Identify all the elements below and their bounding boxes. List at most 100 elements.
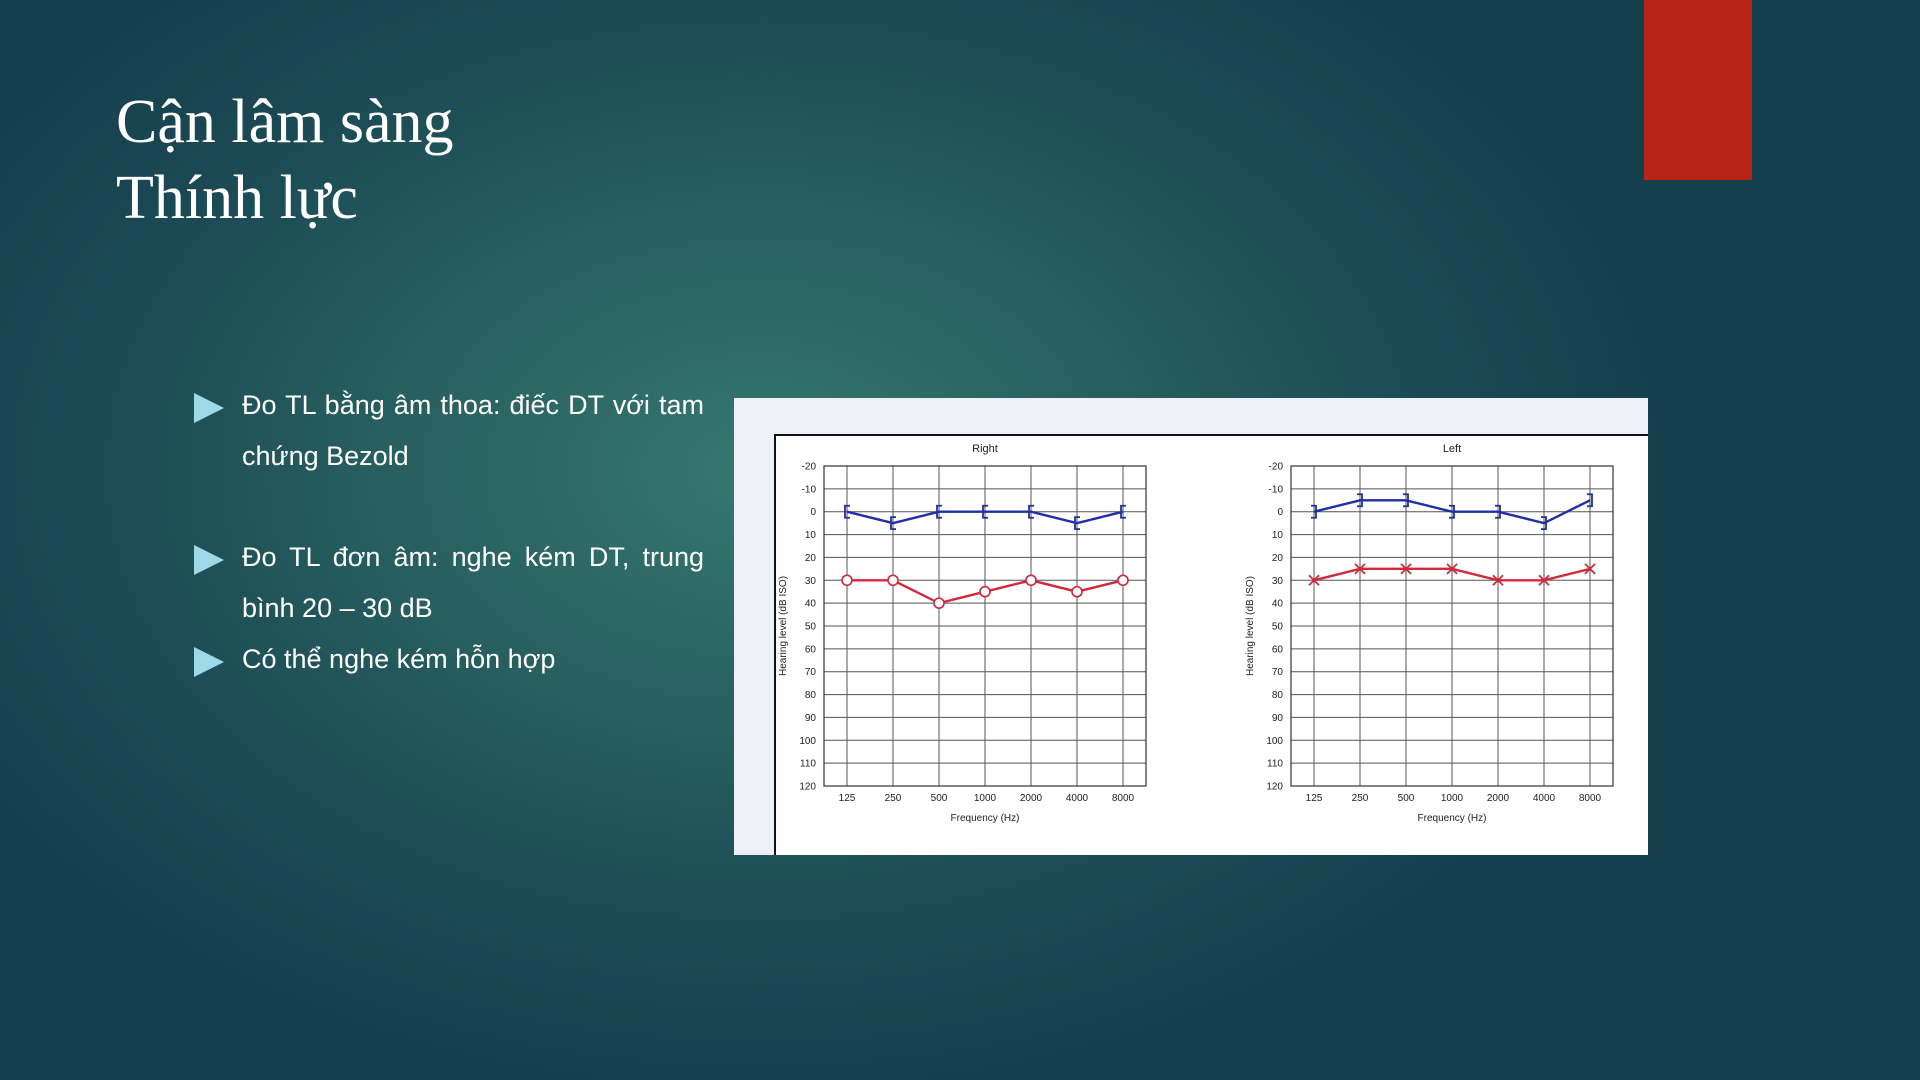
slide-title: Cận lâm sàng Thính lực <box>116 84 454 236</box>
y-tick-label: 110 <box>1267 759 1283 770</box>
data-point-circle <box>1117 574 1129 587</box>
x-tick-label: 2000 <box>1020 793 1043 804</box>
x-tick-label: 500 <box>931 793 948 804</box>
data-point-bracket <box>1495 504 1501 519</box>
data-point-circle <box>841 574 853 587</box>
audiogram-figure: -20 -10 0 10 20 30 40 50 60 70 80 90 100 110 120 125 250… <box>734 398 1648 855</box>
data-point-bracket <box>1357 493 1363 508</box>
y-tick-label: 100 <box>799 736 816 747</box>
data-point-cross <box>1492 574 1504 586</box>
bullet-arrow-icon <box>194 647 224 677</box>
data-point-cross <box>1308 574 1320 586</box>
y-tick-label: 20 <box>1272 553 1284 564</box>
y-tick-label: 90 <box>805 713 817 724</box>
bullet-item: Có thể nghe kém hỗn hợp <box>192 634 704 685</box>
bullet-item: Đo TL đơn âm: nghe kém DT, trung bình 20… <box>192 532 704 634</box>
data-point-bracket <box>1449 504 1455 519</box>
accent-tab <box>1644 0 1752 180</box>
x-tick-label: 8000 <box>1579 793 1602 804</box>
data-point-circle <box>1025 574 1037 587</box>
x-tick-label: 250 <box>1352 793 1369 804</box>
bullet-item: Đo TL bằng âm thoa: điếc DT với tam chứn… <box>192 380 704 482</box>
bullet-text: Đo TL bằng âm thoa: điếc DT với tam chứn… <box>242 390 704 471</box>
y-tick-label: 20 <box>805 553 817 564</box>
x-tick-label: 8000 <box>1112 793 1135 804</box>
data-point-bracket <box>1311 504 1317 519</box>
x-axis-label: Frequency (Hz) <box>951 813 1020 824</box>
series-line <box>1313 499 1591 525</box>
y-axis-label: Hearing level (dB ISO) <box>778 576 789 676</box>
data-point-bracket <box>1120 504 1126 519</box>
plot-frame <box>1290 465 1614 787</box>
y-tick-label: 120 <box>799 782 816 793</box>
y-tick-label: 10 <box>805 530 817 541</box>
data-point-bracket <box>1074 516 1080 531</box>
y-tick-label: 50 <box>805 622 817 633</box>
y-tick-label: 40 <box>1272 599 1284 610</box>
title-line-1: Cận lâm sàng <box>116 88 454 156</box>
bullet-list: Đo TL bằng âm thoa: điếc DT với tam chứn… <box>192 380 704 685</box>
y-tick-label: 50 <box>1272 622 1284 633</box>
x-tick-label: 2000 <box>1487 793 1510 804</box>
data-point-cross <box>1584 563 1596 575</box>
bullet-text: Có thể nghe kém hỗn hợp <box>242 644 556 674</box>
data-point-bracket <box>1028 504 1034 519</box>
data-point-bracket <box>844 504 850 519</box>
y-tick-label: 30 <box>805 576 817 587</box>
y-tick-label: 40 <box>805 599 817 610</box>
y-axis-label: Hearing level (dB ISO) <box>1245 576 1256 676</box>
data-point-circle <box>887 574 899 587</box>
x-tick-label: 1000 <box>974 793 997 804</box>
y-tick-label: -20 <box>802 462 817 473</box>
y-tick-label: 110 <box>800 759 816 770</box>
data-point-cross <box>1538 574 1550 586</box>
data-point-cross <box>1446 563 1458 575</box>
data-point-bracket <box>1541 516 1547 531</box>
chart-title: Left <box>1443 443 1461 455</box>
chart-title: Right <box>972 443 998 455</box>
y-tick-label: 30 <box>1272 576 1284 587</box>
x-axis-label: Frequency (Hz) <box>1418 813 1487 824</box>
x-tick-label: 125 <box>839 793 856 804</box>
x-tick-label: 1000 <box>1441 793 1464 804</box>
y-tick-label: 80 <box>1272 690 1284 701</box>
data-point-bracket <box>890 516 896 531</box>
data-point-circle <box>1071 585 1083 598</box>
y-tick-label: -10 <box>802 484 817 495</box>
y-tick-label: 10 <box>1272 530 1284 541</box>
bullet-text: Đo TL đơn âm: nghe kém DT, trung bình 20… <box>242 542 704 623</box>
y-tick-label: 70 <box>805 667 817 678</box>
data-point-bracket <box>1403 493 1409 508</box>
y-tick-label: 100 <box>1266 736 1283 747</box>
title-line-2: Thính lực <box>116 164 358 232</box>
data-point-bracket <box>1587 493 1593 508</box>
x-tick-label: 4000 <box>1066 793 1089 804</box>
x-tick-label: 500 <box>1398 793 1415 804</box>
y-tick-label: -10 <box>1269 484 1284 495</box>
x-tick-label: 250 <box>885 793 902 804</box>
data-point-cross <box>1400 563 1412 575</box>
y-tick-label: 0 <box>810 507 816 518</box>
audiogram-panel: -20 -10 0 10 20 30 40 50 60 70 80 90 100 110 120 125 250… <box>774 434 1648 855</box>
y-tick-label: -20 <box>1269 462 1284 473</box>
bullet-arrow-icon <box>194 393 224 423</box>
y-tick-label: 80 <box>805 690 817 701</box>
data-point-circle <box>979 585 991 598</box>
data-point-bracket <box>982 504 988 519</box>
series-line <box>846 510 1124 525</box>
data-point-bracket <box>936 504 942 519</box>
bullet-arrow-icon <box>194 545 224 575</box>
y-tick-label: 70 <box>1272 667 1284 678</box>
data-point-circle <box>933 597 945 609</box>
x-tick-label: 125 <box>1306 793 1323 804</box>
y-tick-label: 60 <box>1272 644 1284 655</box>
y-tick-label: 120 <box>1266 782 1283 793</box>
y-tick-label: 0 <box>1277 507 1283 518</box>
plot-frame <box>823 465 1147 787</box>
y-tick-label: 90 <box>1272 713 1284 724</box>
data-point-cross <box>1354 563 1366 575</box>
x-tick-label: 4000 <box>1533 793 1556 804</box>
y-tick-label: 60 <box>805 644 817 655</box>
